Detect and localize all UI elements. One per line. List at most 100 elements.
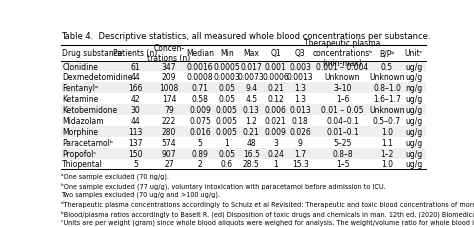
Text: 0.05: 0.05 bbox=[219, 95, 235, 104]
Text: 5: 5 bbox=[133, 160, 138, 169]
Text: 1.1: 1.1 bbox=[381, 138, 393, 147]
Text: ug/g: ug/g bbox=[405, 106, 422, 115]
Text: 9.4: 9.4 bbox=[245, 84, 257, 93]
Text: 1.3: 1.3 bbox=[294, 84, 306, 93]
Text: ᵃOne sample excluded (70 ng/g).: ᵃOne sample excluded (70 ng/g). bbox=[61, 173, 169, 179]
Text: Paracetamolᵇ: Paracetamolᵇ bbox=[62, 138, 113, 147]
Text: 4.5: 4.5 bbox=[245, 95, 257, 104]
Text: 5–25: 5–25 bbox=[333, 138, 352, 147]
Text: 1.0: 1.0 bbox=[381, 127, 393, 136]
Text: 0.0073: 0.0073 bbox=[238, 73, 264, 82]
Text: Unitᶜ: Unitᶜ bbox=[404, 49, 423, 58]
Text: 44: 44 bbox=[131, 116, 140, 125]
Text: 0.24: 0.24 bbox=[267, 149, 284, 158]
Text: 574: 574 bbox=[162, 138, 176, 147]
Text: 0.003: 0.003 bbox=[289, 62, 311, 71]
Text: Unknown: Unknown bbox=[369, 73, 405, 82]
Text: 0.5: 0.5 bbox=[381, 62, 393, 71]
Text: 0.71: 0.71 bbox=[191, 84, 209, 93]
Text: 0.01–0.1: 0.01–0.1 bbox=[326, 127, 359, 136]
Text: ng/g: ng/g bbox=[405, 84, 422, 93]
Text: 0.21: 0.21 bbox=[267, 84, 284, 93]
Text: 0.001: 0.001 bbox=[265, 62, 287, 71]
Text: 0.58: 0.58 bbox=[191, 95, 209, 104]
Text: 0.005: 0.005 bbox=[216, 127, 238, 136]
Text: 0.0005: 0.0005 bbox=[213, 62, 240, 71]
Bar bbox=[61, 72, 426, 83]
Text: 1.0: 1.0 bbox=[381, 160, 393, 169]
Bar bbox=[61, 137, 426, 148]
Text: 1–5: 1–5 bbox=[336, 160, 349, 169]
Text: Max: Max bbox=[243, 49, 259, 58]
Text: 5: 5 bbox=[198, 138, 202, 147]
Text: 3–10: 3–10 bbox=[333, 84, 352, 93]
Text: 0.005: 0.005 bbox=[216, 116, 238, 125]
Text: 9: 9 bbox=[298, 138, 302, 147]
Text: 0.009: 0.009 bbox=[265, 127, 287, 136]
Bar bbox=[61, 105, 426, 116]
Text: 0.005: 0.005 bbox=[216, 106, 238, 115]
Text: 42: 42 bbox=[131, 95, 140, 104]
Text: Fentanylᵃ: Fentanylᵃ bbox=[62, 84, 98, 93]
Text: Q3: Q3 bbox=[295, 49, 306, 58]
Text: 1–6: 1–6 bbox=[336, 95, 349, 104]
Text: 209: 209 bbox=[162, 73, 176, 82]
Text: ug/g: ug/g bbox=[405, 95, 422, 104]
Text: 174: 174 bbox=[162, 95, 176, 104]
Text: 0.0008: 0.0008 bbox=[187, 73, 213, 82]
Text: 0.016: 0.016 bbox=[189, 127, 211, 136]
Text: 0.05: 0.05 bbox=[219, 84, 235, 93]
Text: 0.021: 0.021 bbox=[265, 116, 287, 125]
Text: ug/g: ug/g bbox=[405, 160, 422, 169]
Text: 0.12: 0.12 bbox=[267, 95, 284, 104]
Text: 280: 280 bbox=[162, 127, 176, 136]
Text: 79: 79 bbox=[164, 106, 174, 115]
Bar bbox=[61, 126, 426, 137]
Bar bbox=[61, 116, 426, 126]
Text: Concen-
trations (n): Concen- trations (n) bbox=[147, 44, 191, 63]
Bar bbox=[61, 159, 426, 170]
Text: 1: 1 bbox=[273, 160, 278, 169]
Text: 137: 137 bbox=[128, 138, 143, 147]
Text: 0.0016: 0.0016 bbox=[187, 62, 213, 71]
Text: 3: 3 bbox=[273, 138, 278, 147]
Text: 1: 1 bbox=[224, 138, 229, 147]
Text: 0.89: 0.89 bbox=[191, 149, 209, 158]
Bar bbox=[61, 148, 426, 159]
Text: 0.009: 0.009 bbox=[189, 106, 211, 115]
Text: ᵈTherapeutic plasma concentrations accordingly to Schulz et al Revisited: Therap: ᵈTherapeutic plasma concentrations accor… bbox=[61, 200, 474, 207]
Text: 0.05: 0.05 bbox=[219, 149, 235, 158]
Text: 222: 222 bbox=[162, 116, 176, 125]
Text: ug/g: ug/g bbox=[405, 116, 422, 125]
Text: Dexmedetomidine: Dexmedetomidine bbox=[62, 73, 133, 82]
Text: Midazolam: Midazolam bbox=[62, 116, 104, 125]
Text: 1–2: 1–2 bbox=[380, 149, 393, 158]
Text: 15.3: 15.3 bbox=[292, 160, 309, 169]
Text: 16.5: 16.5 bbox=[243, 149, 260, 158]
Text: ug/g: ug/g bbox=[405, 149, 422, 158]
Text: Clonidine: Clonidine bbox=[62, 62, 98, 71]
Text: 0.006: 0.006 bbox=[265, 106, 287, 115]
Text: ᵇOne sample excluded (77 ug/g), voluntary intoxication with paracetamol before a: ᵇOne sample excluded (77 ug/g), voluntar… bbox=[61, 182, 386, 189]
Text: 0.001 – 0.004: 0.001 – 0.004 bbox=[316, 62, 369, 71]
Text: 1008: 1008 bbox=[159, 84, 179, 93]
Text: 1.2: 1.2 bbox=[246, 116, 257, 125]
Text: Unknown: Unknown bbox=[369, 106, 405, 115]
Text: Therapeutic plasma
concentrationsᵇ
(min-max): Therapeutic plasma concentrationsᵇ (min-… bbox=[304, 39, 381, 68]
Text: 0.0003: 0.0003 bbox=[213, 73, 240, 82]
Text: Ketamine: Ketamine bbox=[62, 95, 99, 104]
Text: 1.6–1.7: 1.6–1.7 bbox=[373, 95, 401, 104]
Text: 0.01 – 0.05: 0.01 – 0.05 bbox=[321, 106, 364, 115]
Text: ug/g: ug/g bbox=[405, 73, 422, 82]
Text: 2: 2 bbox=[198, 160, 202, 169]
Text: 0.04–0.1: 0.04–0.1 bbox=[326, 116, 359, 125]
Text: Drug substance: Drug substance bbox=[62, 49, 123, 58]
Text: Ketobemidone: Ketobemidone bbox=[62, 106, 117, 115]
Text: Median: Median bbox=[186, 49, 214, 58]
Text: 0.0006: 0.0006 bbox=[262, 73, 289, 82]
Text: ug/g: ug/g bbox=[405, 62, 422, 71]
Text: 27: 27 bbox=[164, 160, 174, 169]
Text: 0.075: 0.075 bbox=[189, 116, 211, 125]
Text: 0.18: 0.18 bbox=[292, 116, 309, 125]
Text: 30: 30 bbox=[131, 106, 140, 115]
